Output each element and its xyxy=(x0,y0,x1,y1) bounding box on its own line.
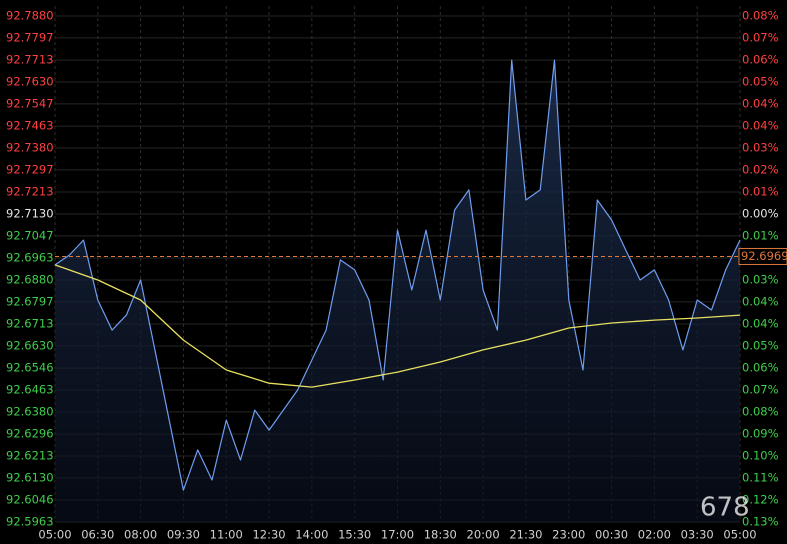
last-price-label: 92.6969 xyxy=(741,249,787,263)
y-tick-label: 92.7547 xyxy=(6,96,54,110)
y2-tick-label: 0.08% xyxy=(742,404,779,418)
y2-tick-label: 0.01% xyxy=(742,228,779,242)
x-tick-label: 21:30 xyxy=(509,528,542,542)
plot xyxy=(54,59,741,522)
x-tick-label: 09:30 xyxy=(167,528,200,542)
x-tick-label: 05:00 xyxy=(723,528,756,542)
y2-tick-label: 0.04% xyxy=(742,119,779,133)
x-tick-label: 15:30 xyxy=(338,528,371,542)
x-tick-label: 14:00 xyxy=(295,528,328,542)
watermark: 678 xyxy=(700,493,750,523)
y2-tick-label: 0.13% xyxy=(742,515,779,529)
x-tick-label: 23:00 xyxy=(552,528,585,542)
average-line xyxy=(54,264,741,388)
y-tick-label: 92.6463 xyxy=(6,383,54,397)
y-tick-label: 92.6963 xyxy=(6,251,54,265)
y2-tick-label: 0.11% xyxy=(742,470,779,484)
y-tick-label: 92.5963 xyxy=(6,515,54,529)
y2-tick-label: 0.10% xyxy=(742,448,779,462)
y2-tick-label: 0.12% xyxy=(742,492,779,506)
y-tick-label: 92.6213 xyxy=(6,449,54,463)
y2-tick-label: 0.05% xyxy=(742,338,779,352)
y2-tick-label: 0.07% xyxy=(742,31,779,45)
x-tick-label: 02:00 xyxy=(638,528,671,542)
y-tick-label: 92.7047 xyxy=(6,228,54,242)
labels: 92.7880 92.7797 92.7713 92.7630 92.7547 92.74… xyxy=(6,9,787,542)
y-tick-label: 92.7463 xyxy=(6,119,54,133)
y2-tick-label: 0.04% xyxy=(742,294,779,308)
y-tick-label: 92.6713 xyxy=(6,317,54,331)
y2-tick-label: 0.06% xyxy=(742,53,779,67)
y-tick-label: 92.6130 xyxy=(6,470,54,484)
y-tick-label: 92.6380 xyxy=(6,404,54,418)
x-tick-label: 12:30 xyxy=(252,528,285,542)
y2-tick-label: 0.00% xyxy=(742,206,779,220)
y2-tick-label: 0.08% xyxy=(742,9,779,23)
x-tick-label: 05:00 xyxy=(38,528,71,542)
x-tick-label: 06:30 xyxy=(81,528,114,542)
x-tick-label: 03:30 xyxy=(681,528,714,542)
x-tick-label: 00:30 xyxy=(595,528,628,542)
y2-tick-label: 0.09% xyxy=(742,427,779,441)
y-tick-label: 92.6880 xyxy=(6,272,54,286)
y2-tick-label: 0.04% xyxy=(742,97,779,111)
y2-tick-label: 0.02% xyxy=(742,162,779,176)
y2-tick-label: 0.06% xyxy=(742,361,779,375)
y-tick-label: 92.7297 xyxy=(6,162,54,176)
y-tick-label: 92.6546 xyxy=(6,361,54,375)
y2-tick-label: 0.05% xyxy=(742,75,779,89)
y-tick-label: 92.7130 xyxy=(6,206,54,220)
x-tick-label: 18:30 xyxy=(424,528,457,542)
y-tick-label: 92.7380 xyxy=(6,140,54,154)
y-tick-label: 92.7880 xyxy=(6,9,54,23)
x-tick-label: 20:00 xyxy=(467,528,500,542)
y-tick-label: 92.6630 xyxy=(6,338,54,352)
y-tick-label: 92.6296 xyxy=(6,427,54,441)
y-tick-label: 92.7630 xyxy=(6,74,54,88)
x-tick-label: 11:00 xyxy=(210,528,243,542)
y-tick-label: 92.7713 xyxy=(6,53,54,67)
x-tick-label: 17:00 xyxy=(381,528,414,542)
y-tick-label: 92.7797 xyxy=(6,30,54,44)
x-tick-label: 08:00 xyxy=(124,528,157,542)
y2-tick-label: 0.03% xyxy=(742,140,779,154)
last-price-box xyxy=(738,247,787,265)
y2-tick-label: 0.07% xyxy=(742,382,779,396)
price-area xyxy=(55,60,740,522)
price-line xyxy=(54,59,741,491)
y-tick-label: 92.6046 xyxy=(6,493,54,507)
y2-tick-label: 0.01% xyxy=(742,184,779,198)
y-tick-label: 92.7213 xyxy=(6,185,54,199)
y-tick-label: 92.6797 xyxy=(6,294,54,308)
y2-tick-label: 0.04% xyxy=(742,316,779,330)
y2-tick-label: 0.03% xyxy=(742,273,779,287)
